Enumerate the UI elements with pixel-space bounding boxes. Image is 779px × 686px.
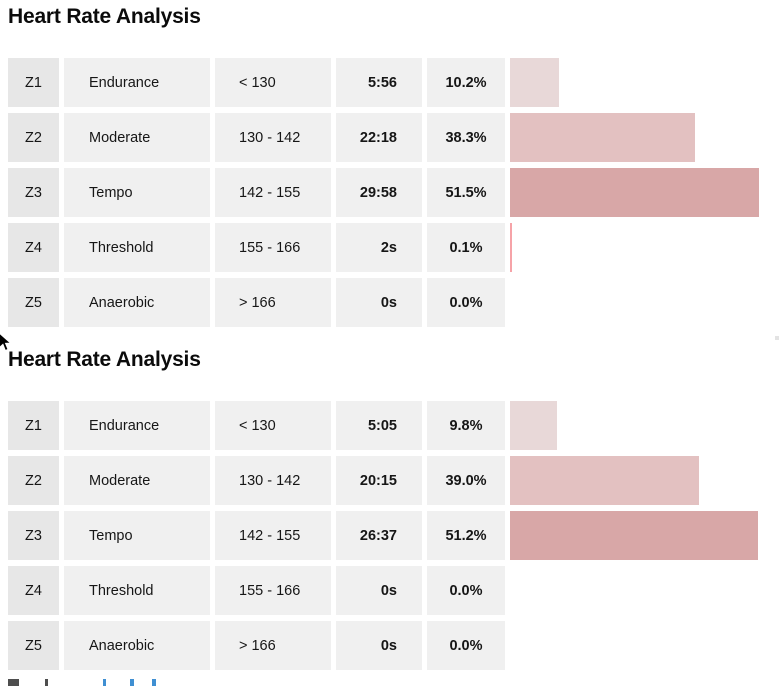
zone-percent: 0.0% bbox=[427, 566, 505, 615]
zone-bar bbox=[510, 456, 699, 505]
zone-hr-range: 130 - 142 bbox=[215, 456, 331, 505]
zone-label: Tempo bbox=[64, 168, 210, 217]
zone-time: 5:56 bbox=[336, 58, 422, 107]
zone-label: Moderate bbox=[64, 113, 210, 162]
zone-time: 2s bbox=[336, 223, 422, 272]
zone-percent: 39.0% bbox=[427, 456, 505, 505]
zone-badge: Z5 bbox=[8, 278, 59, 327]
zone-bar-track bbox=[510, 278, 771, 327]
zone-percent: 0.1% bbox=[427, 223, 505, 272]
zone-hr-range: 155 - 166 bbox=[215, 223, 331, 272]
zone-bar-track bbox=[510, 401, 771, 450]
zone-label: Moderate bbox=[64, 456, 210, 505]
zone-label: Tempo bbox=[64, 511, 210, 560]
zone-badge: Z4 bbox=[8, 223, 59, 272]
zone-badge: Z2 bbox=[8, 113, 59, 162]
zone-bar bbox=[510, 113, 696, 162]
zone-bar bbox=[510, 168, 760, 217]
zone-time: 0s bbox=[336, 278, 422, 327]
zone-hr-range: 155 - 166 bbox=[215, 566, 331, 615]
edge-artifact bbox=[775, 336, 779, 340]
zone-percent: 38.3% bbox=[427, 113, 505, 162]
footer-link-fragment bbox=[130, 679, 134, 686]
zone-hr-range: < 130 bbox=[215, 58, 331, 107]
zone-bar-track bbox=[510, 566, 771, 615]
zone-badge: Z5 bbox=[8, 621, 59, 670]
zone-bar-track bbox=[510, 621, 771, 670]
zone-bar-track bbox=[510, 511, 771, 560]
zone-time: 29:58 bbox=[336, 168, 422, 217]
zone-bar-track bbox=[510, 223, 771, 272]
zone-percent: 0.0% bbox=[427, 621, 505, 670]
zone-label: Endurance bbox=[64, 58, 210, 107]
footer-link-fragment bbox=[152, 679, 156, 686]
zone-hr-range: > 166 bbox=[215, 621, 331, 670]
zone-label: Anaerobic bbox=[64, 278, 210, 327]
zone-badge: Z4 bbox=[8, 566, 59, 615]
zone-bar-track bbox=[510, 168, 771, 217]
zone-hr-range: 130 - 142 bbox=[215, 113, 331, 162]
zone-label: Endurance bbox=[64, 401, 210, 450]
section-title: Heart Rate Analysis bbox=[8, 5, 201, 28]
zone-bar-track bbox=[510, 58, 771, 107]
zone-bar bbox=[510, 511, 758, 560]
zone-badge: Z2 bbox=[8, 456, 59, 505]
zone-hr-range: > 166 bbox=[215, 278, 331, 327]
zone-time: 20:15 bbox=[336, 456, 422, 505]
zone-percent: 0.0% bbox=[427, 278, 505, 327]
section-title: Heart Rate Analysis bbox=[8, 348, 201, 371]
zone-time: 26:37 bbox=[336, 511, 422, 560]
zone-badge: Z3 bbox=[8, 168, 59, 217]
zone-percent: 9.8% bbox=[427, 401, 505, 450]
zone-badge: Z3 bbox=[8, 511, 59, 560]
zone-label: Threshold bbox=[64, 566, 210, 615]
zone-time: 0s bbox=[336, 621, 422, 670]
zone-hr-range: 142 - 155 bbox=[215, 511, 331, 560]
zone-hr-range: 142 - 155 bbox=[215, 168, 331, 217]
zone-label: Anaerobic bbox=[64, 621, 210, 670]
zone-time: 5:05 bbox=[336, 401, 422, 450]
zone-bar bbox=[510, 401, 558, 450]
heart-rate-zone-table: Z1 Endurance < 130 5:56 10.2% Z2 Moderat… bbox=[8, 58, 771, 327]
zone-badge: Z1 bbox=[8, 401, 59, 450]
footer-text-fragment bbox=[45, 679, 48, 686]
zone-percent: 10.2% bbox=[427, 58, 505, 107]
zone-label: Threshold bbox=[64, 223, 210, 272]
zone-percent: 51.5% bbox=[427, 168, 505, 217]
zone-bar-track bbox=[510, 456, 771, 505]
heart-rate-zone-table: Z1 Endurance < 130 5:05 9.8% Z2 Moderate… bbox=[8, 401, 771, 670]
zone-percent: 51.2% bbox=[427, 511, 505, 560]
footer-text-fragment bbox=[8, 679, 19, 686]
zone-hr-range: < 130 bbox=[215, 401, 331, 450]
zone-bar bbox=[510, 223, 512, 272]
zone-bar bbox=[510, 58, 560, 107]
zone-time: 0s bbox=[336, 566, 422, 615]
zone-badge: Z1 bbox=[8, 58, 59, 107]
zone-bar-track bbox=[510, 113, 771, 162]
footer-link-fragment bbox=[103, 679, 106, 686]
zone-time: 22:18 bbox=[336, 113, 422, 162]
